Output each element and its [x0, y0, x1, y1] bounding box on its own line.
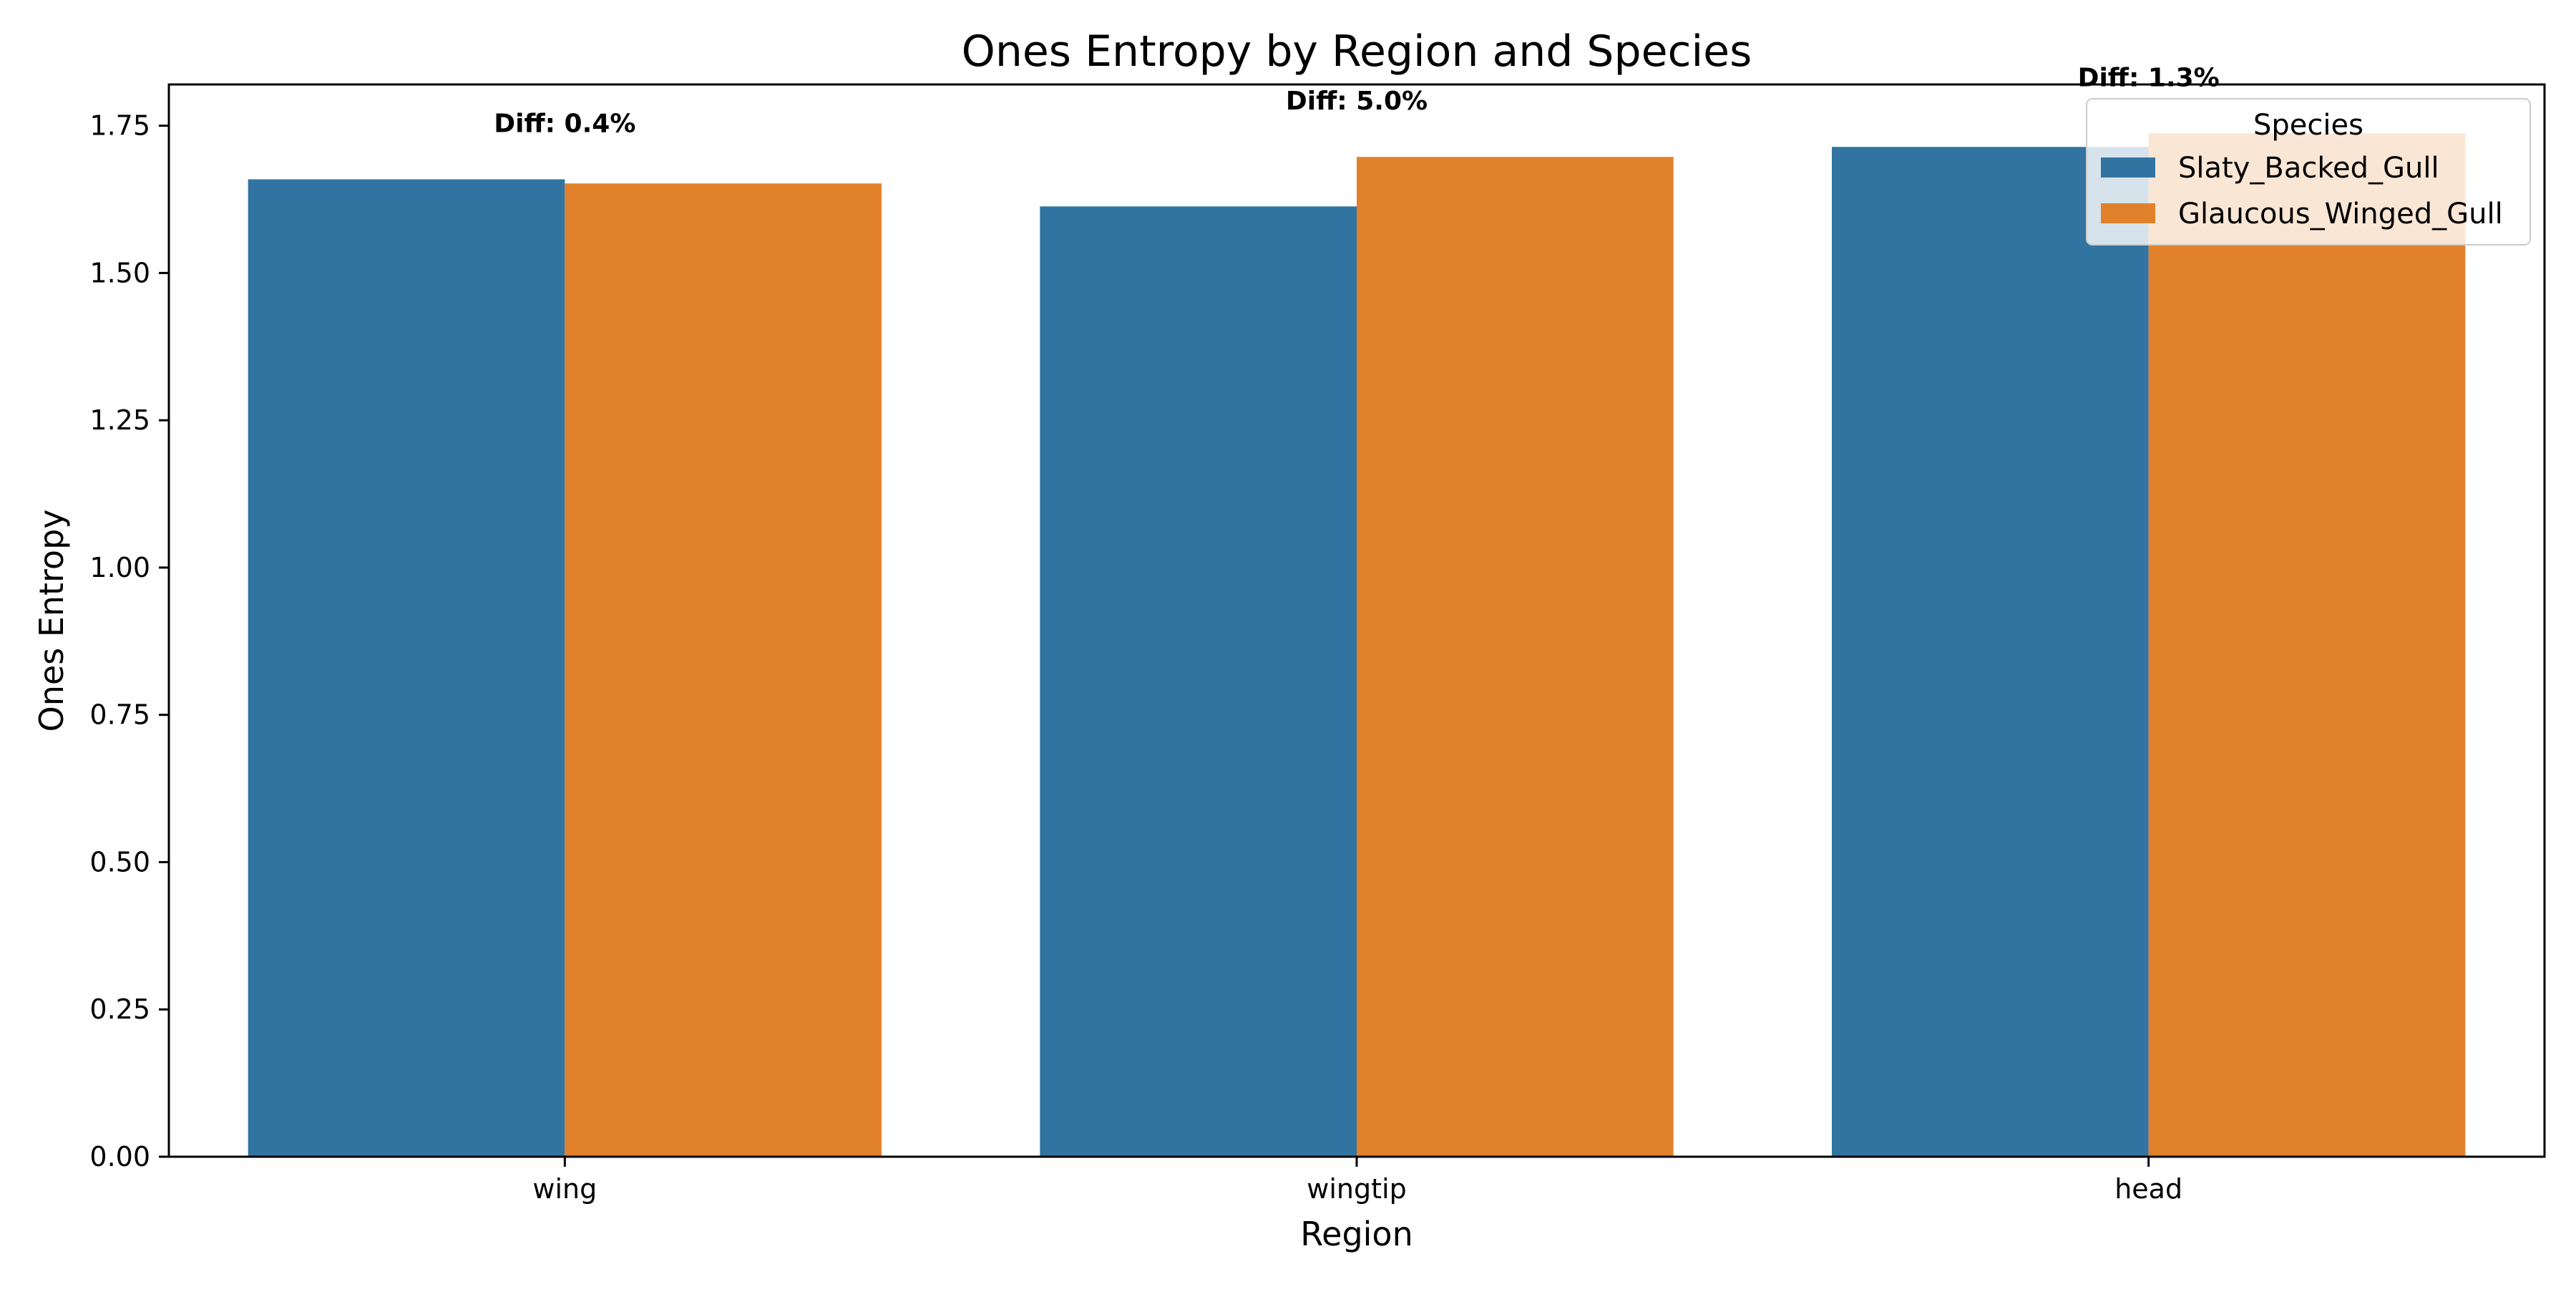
legend: Species Slaty_Backed_Gull Glaucous_Winged…	[2087, 99, 2530, 245]
bar-Slaty_Backed_Gull-wing	[248, 180, 565, 1157]
diff-annotation: Diff: 5.0%	[1286, 87, 1428, 116]
bars-layer	[248, 133, 2466, 1157]
bar-Glaucous_Winged_Gull-head	[2149, 133, 2466, 1157]
x-tick-label: wing	[532, 1173, 597, 1205]
legend-swatch-Glaucous_Winged_Gull	[2101, 203, 2155, 223]
y-tick-label: 0.50	[89, 846, 150, 878]
legend-label-Glaucous_Winged_Gull: Glaucous_Winged_Gull	[2178, 198, 2503, 230]
y-tick-label: 1.50	[89, 257, 150, 288]
bar-Slaty_Backed_Gull-wingtip	[1040, 206, 1357, 1157]
y-tick-label: 0.75	[89, 699, 150, 731]
x-tick-label: wingtip	[1307, 1173, 1406, 1205]
y-axis-label: Ones Entropy	[32, 510, 71, 732]
y-tick-label: 1.25	[89, 404, 150, 436]
legend-swatch-Slaty_Backed_Gull	[2101, 157, 2155, 178]
legend-label-Slaty_Backed_Gull: Slaty_Backed_Gull	[2178, 152, 2439, 185]
bar-Glaucous_Winged_Gull-wingtip	[1357, 157, 1674, 1157]
y-tick-label: 0.25	[89, 994, 150, 1025]
bar-Glaucous_Winged_Gull-wing	[565, 183, 882, 1157]
diff-annotation: Diff: 0.4%	[494, 110, 635, 139]
bar-Slaty_Backed_Gull-head	[1832, 147, 2149, 1157]
x-axis: wing wingtip head	[532, 1157, 2182, 1205]
chart-title: Ones Entropy by Region and Species	[962, 26, 1752, 77]
x-tick-label: head	[2114, 1173, 2182, 1205]
y-axis: 0.00 0.25 0.50 0.75 1.00 1.25 1.50 1.75	[89, 110, 169, 1172]
y-tick-label: 1.00	[89, 552, 150, 583]
y-tick-label: 0.00	[89, 1141, 150, 1172]
legend-title: Species	[2253, 109, 2363, 142]
diff-annotation: Diff: 1.3%	[2078, 63, 2220, 92]
x-axis-label: Region	[1300, 1215, 1413, 1253]
y-tick-label: 1.75	[89, 110, 150, 142]
